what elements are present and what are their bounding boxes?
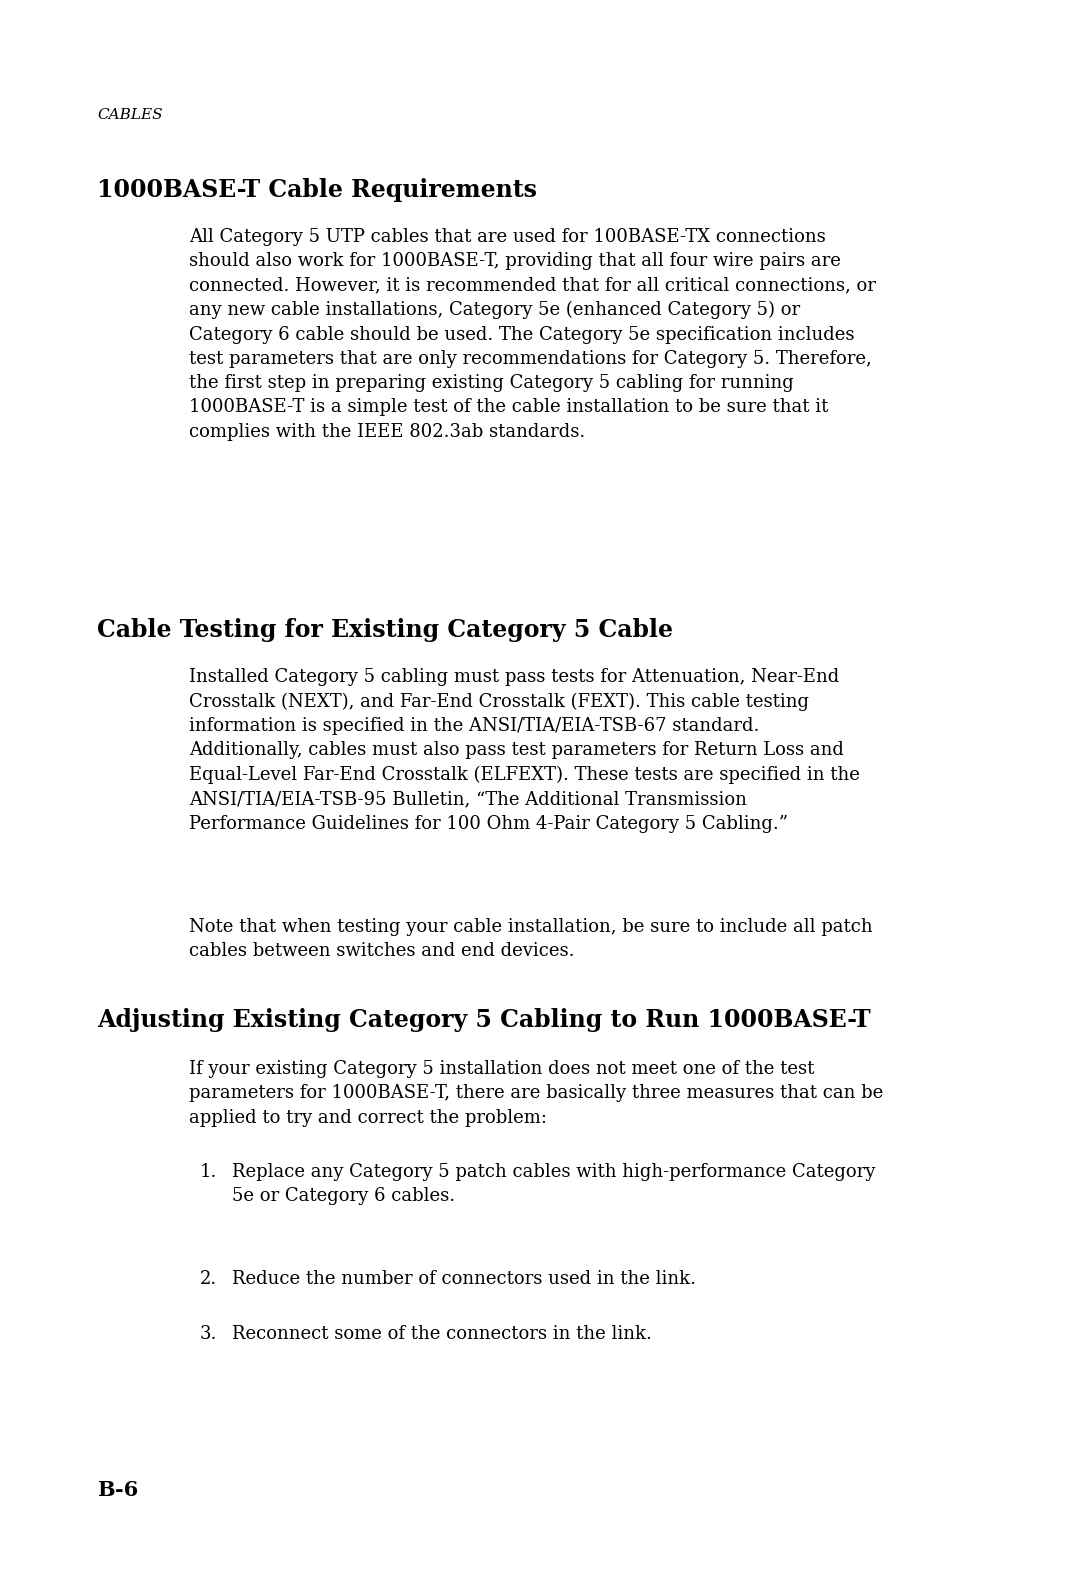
Text: Adjusting Existing Category 5 Cabling to Run 1000BASE-T: Adjusting Existing Category 5 Cabling to… (97, 1008, 870, 1031)
Text: CABLES: CABLES (97, 108, 163, 122)
Text: 2.: 2. (200, 1270, 217, 1287)
Text: Installed Category 5 cabling must pass tests for Attenuation, Near-End
Crosstalk: Installed Category 5 cabling must pass t… (189, 667, 860, 832)
Text: Cable Testing for Existing Category 5 Cable: Cable Testing for Existing Category 5 Ca… (97, 619, 673, 642)
Text: Reconnect some of the connectors in the link.: Reconnect some of the connectors in the … (232, 1325, 652, 1342)
Text: If your existing Category 5 installation does not meet one of the test
parameter: If your existing Category 5 installation… (189, 1060, 883, 1127)
Text: 3.: 3. (200, 1325, 217, 1342)
Text: 1000BASE-T Cable Requirements: 1000BASE-T Cable Requirements (97, 177, 537, 203)
Text: All Category 5 UTP cables that are used for 100BASE-TX connections
should also w: All Category 5 UTP cables that are used … (189, 228, 876, 441)
Text: 1.: 1. (200, 1163, 217, 1181)
Text: Reduce the number of connectors used in the link.: Reduce the number of connectors used in … (232, 1270, 696, 1287)
Text: Note that when testing your cable installation, be sure to include all patch
cab: Note that when testing your cable instal… (189, 918, 873, 961)
Text: Replace any Category 5 patch cables with high-performance Category
5e or Categor: Replace any Category 5 patch cables with… (232, 1163, 876, 1206)
Text: B-6: B-6 (97, 1481, 138, 1499)
